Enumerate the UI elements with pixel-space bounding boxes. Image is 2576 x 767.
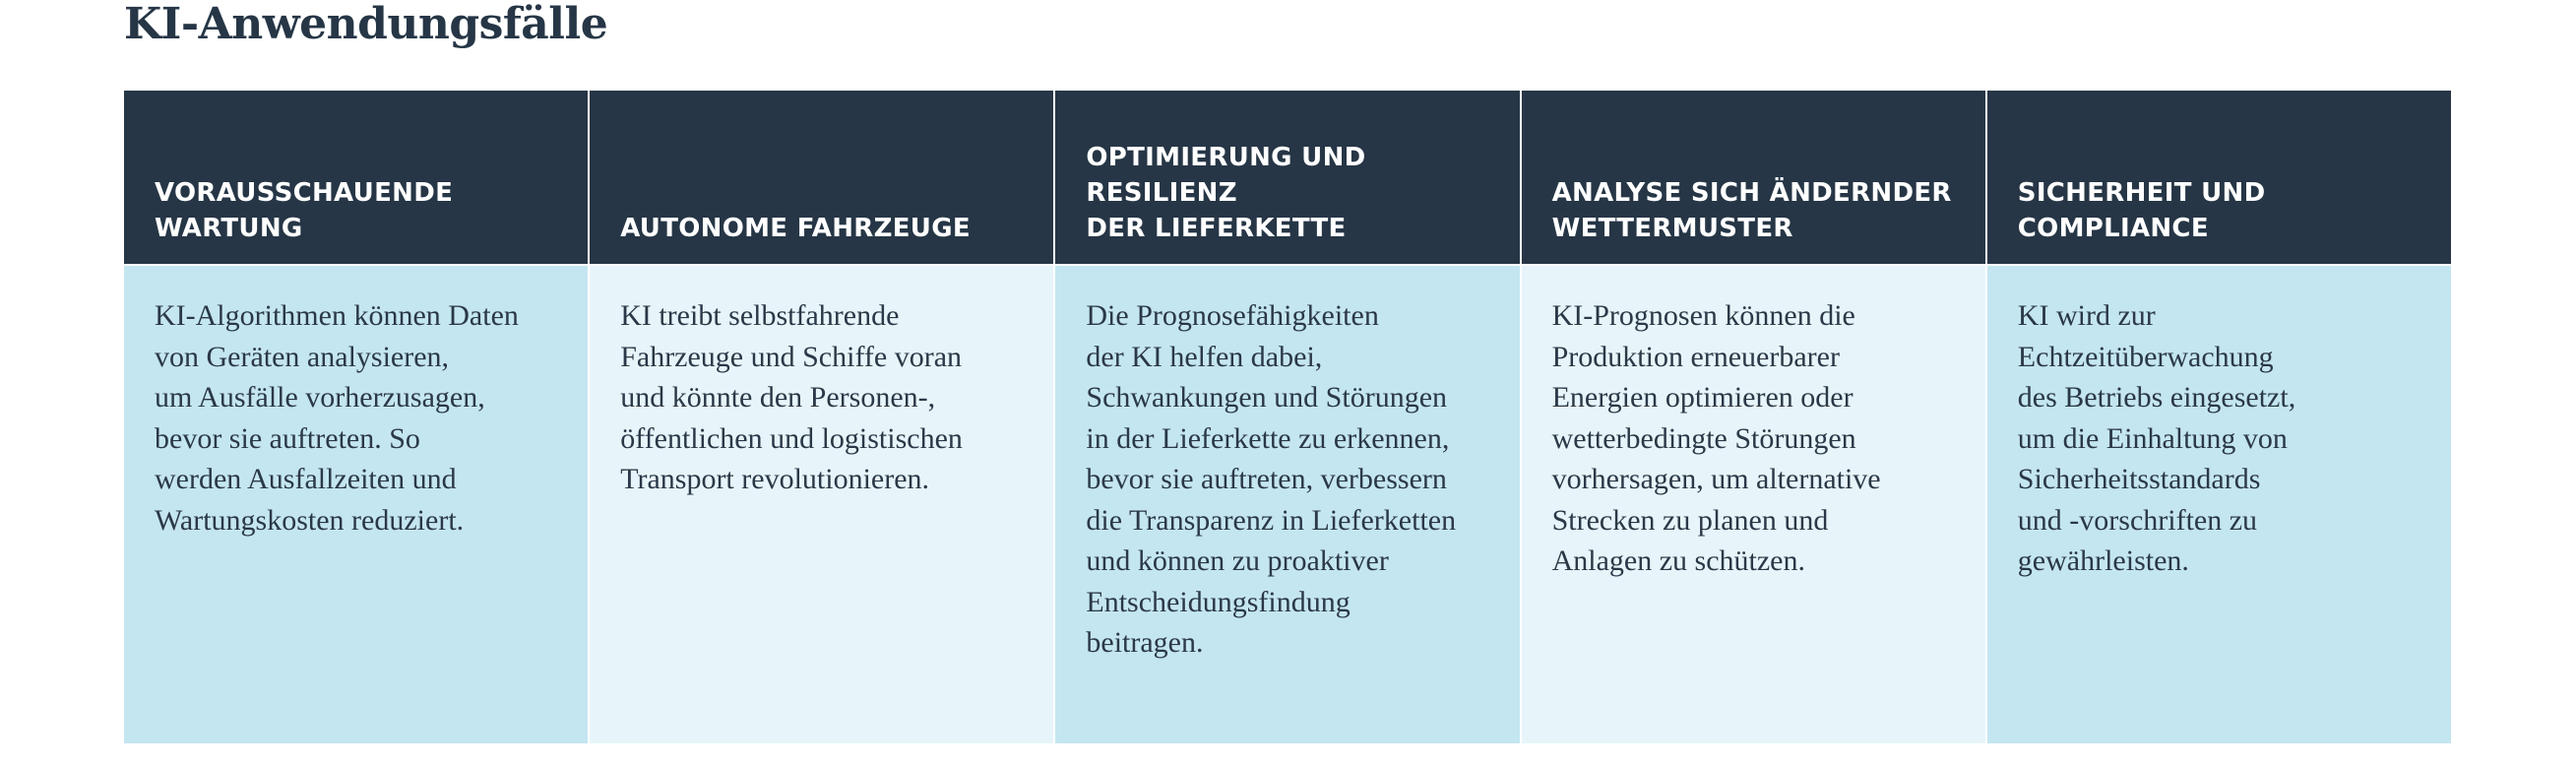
column-description: KI treibt selbstfahrende Fahrzeuge und S… — [620, 299, 963, 495]
column-body-safety-compliance: KI wird zur Echtzeitüberwachung des Betr… — [1986, 266, 2451, 743]
column-body-predictive-maintenance: KI-Algorithmen können Daten von Geräten … — [124, 266, 589, 743]
column-body-weather-patterns: KI-Prognosen können die Produktion erneu… — [1521, 266, 1985, 743]
column-header-autonomous-vehicles: AUTONOME FAHRZEUGE — [590, 91, 1054, 264]
column-header-label: AUTONOME FAHRZEUGE — [620, 214, 971, 243]
column-header-supply-chain: OPTIMIERUNG UND RESILIENZ DER LIEFERKETT… — [1055, 91, 1520, 264]
column-header-label: SICHERHEIT UND COMPLIANCE — [2017, 178, 2266, 243]
page-title: KI-Anwendungsfälle — [124, 0, 608, 49]
column-body-supply-chain: Die Prognosefähigkeiten der KI helfen da… — [1055, 266, 1520, 743]
column-header-label: OPTIMIERUNG UND RESILIENZ DER LIEFERKETT… — [1086, 143, 1366, 243]
column-description: Die Prognosefähigkeiten der KI helfen da… — [1086, 299, 1457, 659]
column-body-autonomous-vehicles: KI treibt selbstfahrende Fahrzeuge und S… — [590, 266, 1054, 743]
column-description: KI wird zur Echtzeitüberwachung des Betr… — [2017, 299, 2296, 577]
column-header-weather-patterns: ANALYSE SICH ÄNDERNDER WETTERMUSTER — [1521, 91, 1985, 264]
column-header-label: VORAUSSCHAUENDE WARTUNG — [155, 178, 454, 243]
column-description: KI-Prognosen können die Produktion erneu… — [1551, 299, 1881, 577]
column-description: KI-Algorithmen können Daten von Geräten … — [155, 299, 519, 537]
use-cases-table: VORAUSSCHAUENDE WARTUNG AUTONOME FAHRZEU… — [124, 91, 2451, 743]
column-header-safety-compliance: SICHERHEIT UND COMPLIANCE — [1986, 91, 2451, 264]
column-header-predictive-maintenance: VORAUSSCHAUENDE WARTUNG — [124, 91, 589, 264]
column-header-label: ANALYSE SICH ÄNDERNDER WETTERMUSTER — [1551, 178, 1952, 243]
